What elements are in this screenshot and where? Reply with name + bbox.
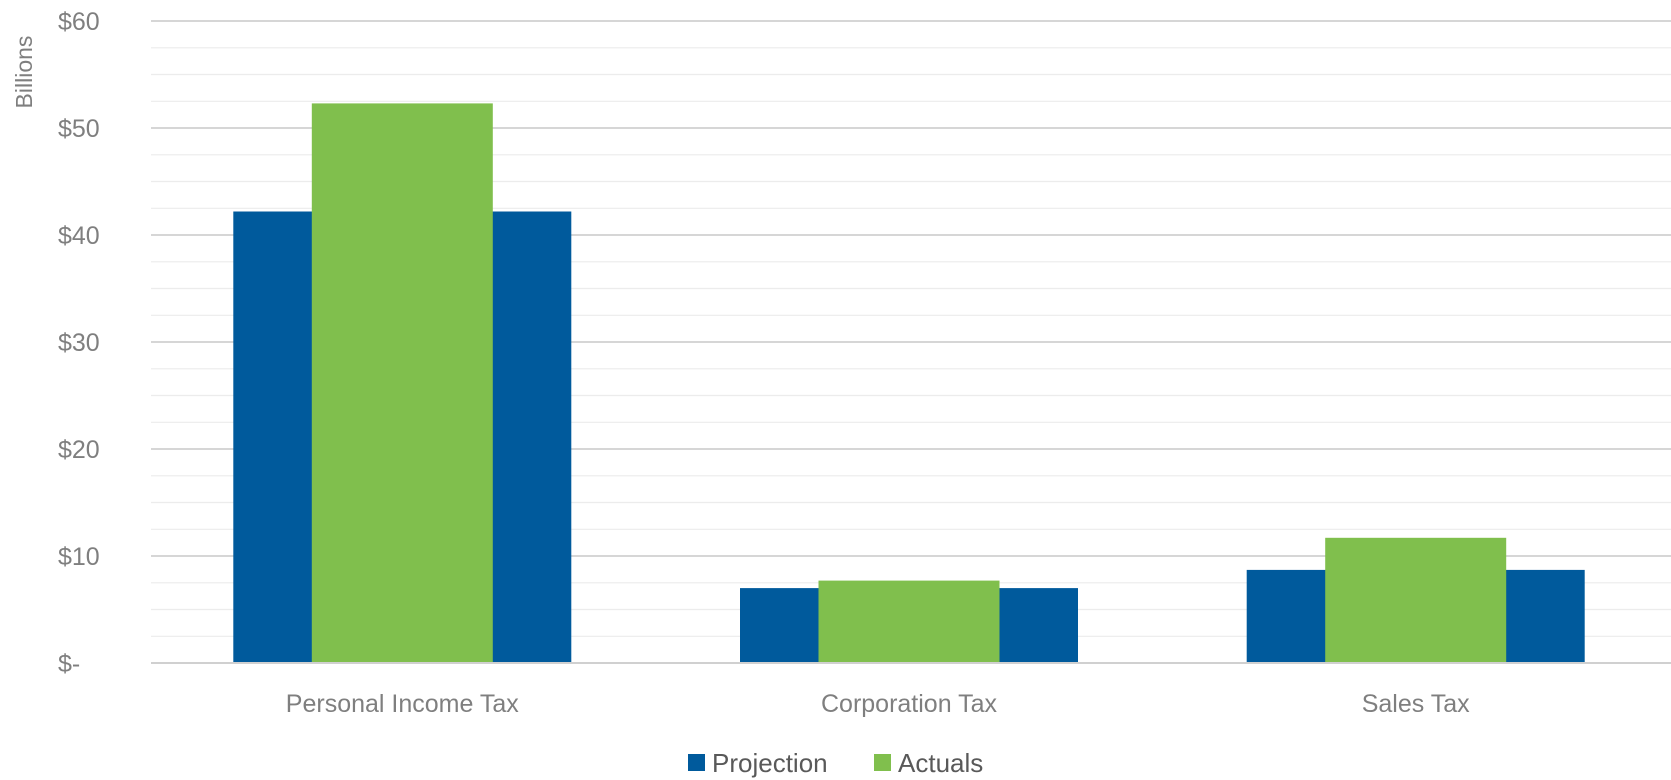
bar-actuals-personal-income-tax xyxy=(311,103,493,663)
legend-label-actuals: Actuals xyxy=(898,748,983,778)
x-axis-category-labels: Personal Income Tax Corporation Tax Sales … xyxy=(286,690,1470,718)
y-tick-label: $20 xyxy=(58,436,100,464)
legend-swatch-actuals xyxy=(874,754,891,771)
y-tick-label: $50 xyxy=(58,115,100,143)
bars xyxy=(151,103,1671,664)
legend-label-projection: Projection xyxy=(712,748,828,778)
x-category-label: Personal Income Tax xyxy=(286,690,519,718)
x-category-label: Corporation Tax xyxy=(821,690,998,718)
y-tick-label: $- xyxy=(58,650,80,678)
y-axis-tick-labels: $- $10 $20 $30 $40 $50 $60 xyxy=(58,8,100,678)
legend-swatch-projection xyxy=(688,754,705,771)
bar-actuals-sales-tax xyxy=(1325,537,1507,663)
x-category-label: Sales Tax xyxy=(1362,690,1470,718)
y-tick-label: $30 xyxy=(58,329,100,357)
y-tick-label: $10 xyxy=(58,543,100,571)
y-tick-label: $60 xyxy=(58,8,100,36)
legend: Projection Actuals xyxy=(688,748,983,778)
y-axis-label: Billions xyxy=(11,36,37,109)
y-tick-label: $40 xyxy=(58,222,100,250)
bar-actuals-corporation-tax xyxy=(818,580,1000,663)
